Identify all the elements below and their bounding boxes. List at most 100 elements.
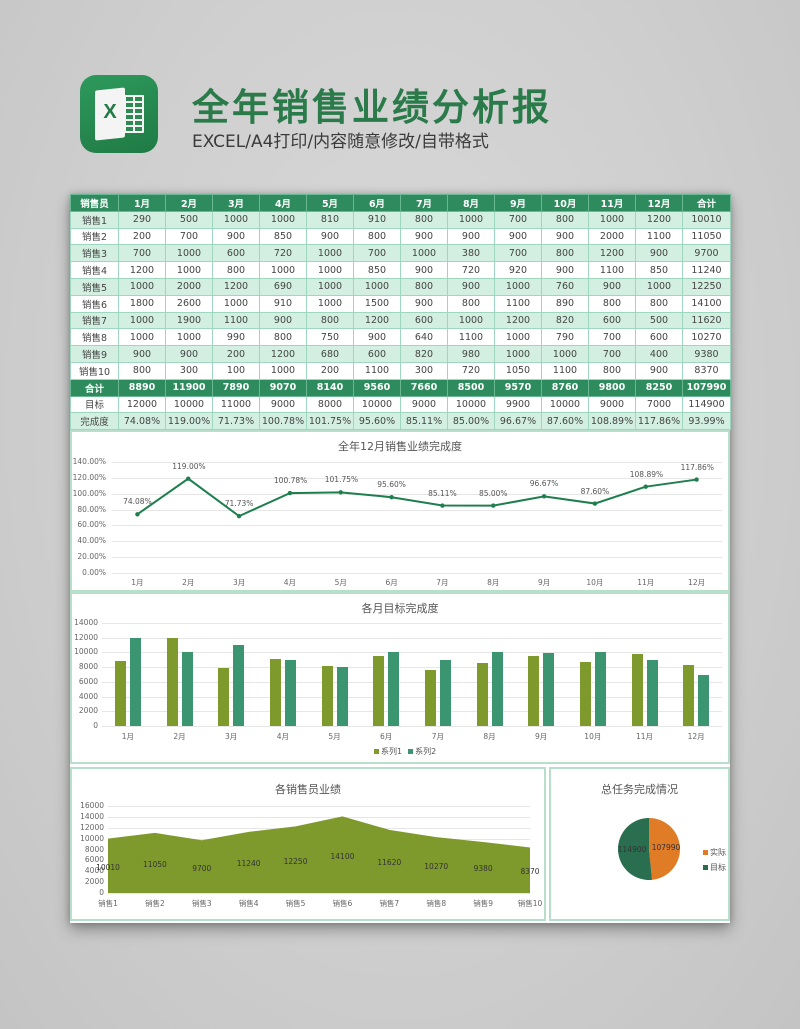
value-cell[interactable]: 100.78%	[259, 412, 307, 431]
value-cell[interactable]: 95.60%	[353, 412, 401, 431]
value-cell[interactable]: 8000	[306, 395, 354, 414]
value-cell[interactable]: 1900	[165, 311, 213, 330]
value-cell[interactable]: 800	[635, 294, 683, 313]
value-cell[interactable]: 9070	[259, 378, 307, 397]
bar-series1[interactable]	[218, 667, 230, 726]
value-cell[interactable]: 1800	[118, 294, 166, 313]
value-cell[interactable]: 1000	[259, 210, 307, 229]
value-cell[interactable]: 990	[212, 328, 260, 347]
value-cell[interactable]: 800	[541, 244, 589, 263]
value-cell[interactable]: 1000	[400, 244, 448, 263]
value-cell[interactable]: 2000	[165, 277, 213, 296]
value-cell[interactable]: 9900	[494, 395, 542, 414]
row-label-cell[interactable]: 目标	[70, 395, 119, 414]
value-cell[interactable]: 8500	[447, 378, 495, 397]
bar-series2[interactable]	[233, 645, 245, 726]
bar-series1[interactable]	[424, 669, 436, 726]
area-fill[interactable]	[108, 816, 530, 893]
value-cell[interactable]: 1000	[212, 210, 260, 229]
value-cell[interactable]: 900	[400, 227, 448, 246]
column-header[interactable]: 1月	[118, 194, 166, 212]
value-cell[interactable]: 9000	[400, 395, 448, 414]
bar-series1[interactable]	[321, 666, 333, 726]
value-cell[interactable]: 11900	[165, 378, 213, 397]
value-cell[interactable]: 640	[400, 328, 448, 347]
value-cell[interactable]: 800	[353, 227, 401, 246]
value-cell[interactable]: 11240	[682, 261, 731, 279]
column-header[interactable]: 7月	[400, 194, 448, 212]
value-cell[interactable]: 800	[588, 361, 636, 380]
data-point[interactable]	[643, 484, 648, 489]
value-cell[interactable]: 800	[400, 277, 448, 296]
value-cell[interactable]: 1100	[353, 361, 401, 380]
column-header[interactable]: 6月	[353, 194, 401, 212]
column-header[interactable]: 2月	[165, 194, 213, 212]
value-cell[interactable]: 1100	[541, 361, 589, 380]
data-point[interactable]	[135, 512, 140, 517]
value-cell[interactable]: 810	[306, 210, 354, 229]
row-label-cell[interactable]: 销售1	[70, 210, 119, 229]
value-cell[interactable]: 900	[259, 311, 307, 330]
column-header[interactable]: 8月	[447, 194, 495, 212]
value-cell[interactable]: 700	[118, 244, 166, 263]
row-label-cell[interactable]: 销售4	[70, 261, 119, 279]
data-point[interactable]	[338, 490, 343, 495]
value-cell[interactable]: 11000	[212, 395, 260, 414]
value-cell[interactable]: 600	[212, 244, 260, 263]
value-cell[interactable]: 7660	[400, 378, 448, 397]
value-cell[interactable]: 119.00%	[165, 412, 213, 431]
value-cell[interactable]: 800	[588, 294, 636, 313]
bar-series1[interactable]	[683, 665, 695, 726]
value-cell[interactable]: 600	[353, 345, 401, 363]
bar-series1[interactable]	[528, 655, 540, 726]
value-cell[interactable]: 1000	[494, 328, 542, 347]
bar-series2[interactable]	[594, 652, 606, 726]
column-header[interactable]: 合计	[682, 194, 731, 212]
value-cell[interactable]: 850	[259, 227, 307, 246]
column-header[interactable]: 11月	[588, 194, 636, 212]
bar-series1[interactable]	[476, 663, 488, 726]
value-cell[interactable]: 1000	[588, 210, 636, 229]
value-cell[interactable]: 820	[541, 311, 589, 330]
value-cell[interactable]: 290	[118, 210, 166, 229]
value-cell[interactable]: 750	[306, 328, 354, 347]
value-cell[interactable]: 900	[118, 345, 166, 363]
value-cell[interactable]: 800	[259, 328, 307, 347]
value-cell[interactable]: 1000	[165, 244, 213, 263]
bar-series2[interactable]	[284, 659, 296, 726]
value-cell[interactable]: 1000	[447, 210, 495, 229]
value-cell[interactable]: 910	[353, 210, 401, 229]
value-cell[interactable]: 690	[259, 277, 307, 296]
value-cell[interactable]: 1000	[541, 345, 589, 363]
value-cell[interactable]: 85.00%	[447, 412, 495, 431]
value-cell[interactable]: 11050	[682, 227, 731, 246]
value-cell[interactable]: 200	[118, 227, 166, 246]
value-cell[interactable]: 8890	[118, 378, 166, 397]
value-cell[interactable]: 1100	[588, 261, 636, 279]
pie-chart-total-task[interactable]: 总任务完成情况 107990 114900 实际 目标	[549, 767, 730, 921]
data-point[interactable]	[541, 494, 547, 499]
row-label-cell[interactable]: 销售9	[70, 345, 119, 363]
value-cell[interactable]: 200	[212, 345, 260, 363]
value-cell[interactable]: 1100	[212, 311, 260, 330]
value-cell[interactable]: 720	[259, 244, 307, 263]
value-cell[interactable]: 1000	[306, 244, 354, 263]
row-label-cell[interactable]: 销售8	[70, 328, 119, 347]
value-cell[interactable]: 8140	[306, 378, 354, 397]
column-header[interactable]: 9月	[494, 194, 542, 212]
value-cell[interactable]: 1000	[353, 277, 401, 296]
bar-series2[interactable]	[336, 667, 348, 726]
value-cell[interactable]: 1500	[353, 294, 401, 313]
row-label-cell[interactable]: 合计	[70, 378, 119, 397]
data-point[interactable]	[287, 490, 293, 496]
value-cell[interactable]: 900	[165, 345, 213, 363]
value-cell[interactable]: 900	[306, 227, 354, 246]
bar-series1[interactable]	[269, 659, 281, 726]
value-cell[interactable]: 800	[400, 210, 448, 229]
value-cell[interactable]: 1000	[259, 261, 307, 279]
value-cell[interactable]: 1000	[494, 345, 542, 363]
value-cell[interactable]: 117.86%	[635, 412, 683, 431]
row-label-cell[interactable]: 销售5	[70, 277, 119, 296]
value-cell[interactable]: 700	[494, 210, 542, 229]
value-cell[interactable]: 900	[447, 277, 495, 296]
